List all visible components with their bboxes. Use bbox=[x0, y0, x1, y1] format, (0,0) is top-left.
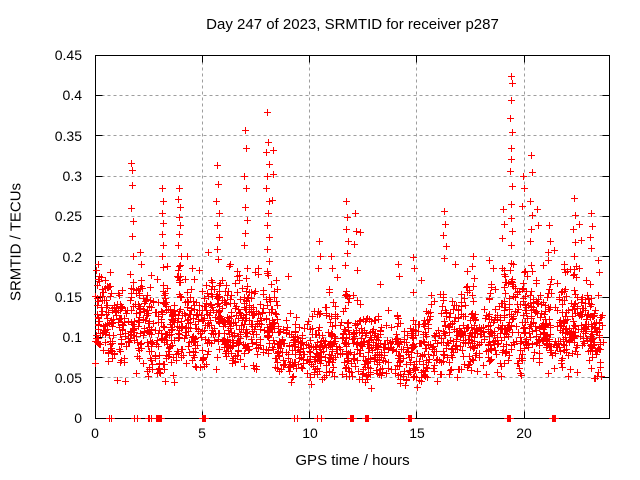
x-tick-label: 0 bbox=[91, 425, 99, 441]
axis-ticks bbox=[95, 55, 610, 419]
chart-title: Day 247 of 2023, SRMTID for receiver p28… bbox=[206, 16, 499, 33]
y-tick-label: 0.2 bbox=[62, 249, 82, 265]
x-tick-label: 15 bbox=[409, 425, 425, 441]
y-tick-label: 0.4 bbox=[62, 87, 82, 103]
x-tick-label: 5 bbox=[198, 425, 206, 441]
y-tick-label: 0.05 bbox=[54, 370, 82, 386]
plot-border bbox=[95, 55, 610, 419]
gridlines bbox=[95, 55, 610, 419]
y-tick-label: 0.1 bbox=[62, 329, 82, 345]
scatter-points bbox=[92, 73, 607, 422]
y-tick-label: 0.45 bbox=[54, 47, 82, 63]
x-tick-label: 20 bbox=[516, 425, 532, 441]
y-tick-label: 0.15 bbox=[54, 289, 82, 305]
y-tick-label: 0.35 bbox=[54, 128, 82, 144]
x-tick-label: 10 bbox=[302, 425, 318, 441]
y-tick-label: 0.3 bbox=[62, 168, 82, 184]
y-tick-label: 0 bbox=[74, 410, 82, 426]
x-axis-label: GPS time / hours bbox=[295, 452, 410, 469]
y-tick-label: 0.25 bbox=[54, 208, 82, 224]
